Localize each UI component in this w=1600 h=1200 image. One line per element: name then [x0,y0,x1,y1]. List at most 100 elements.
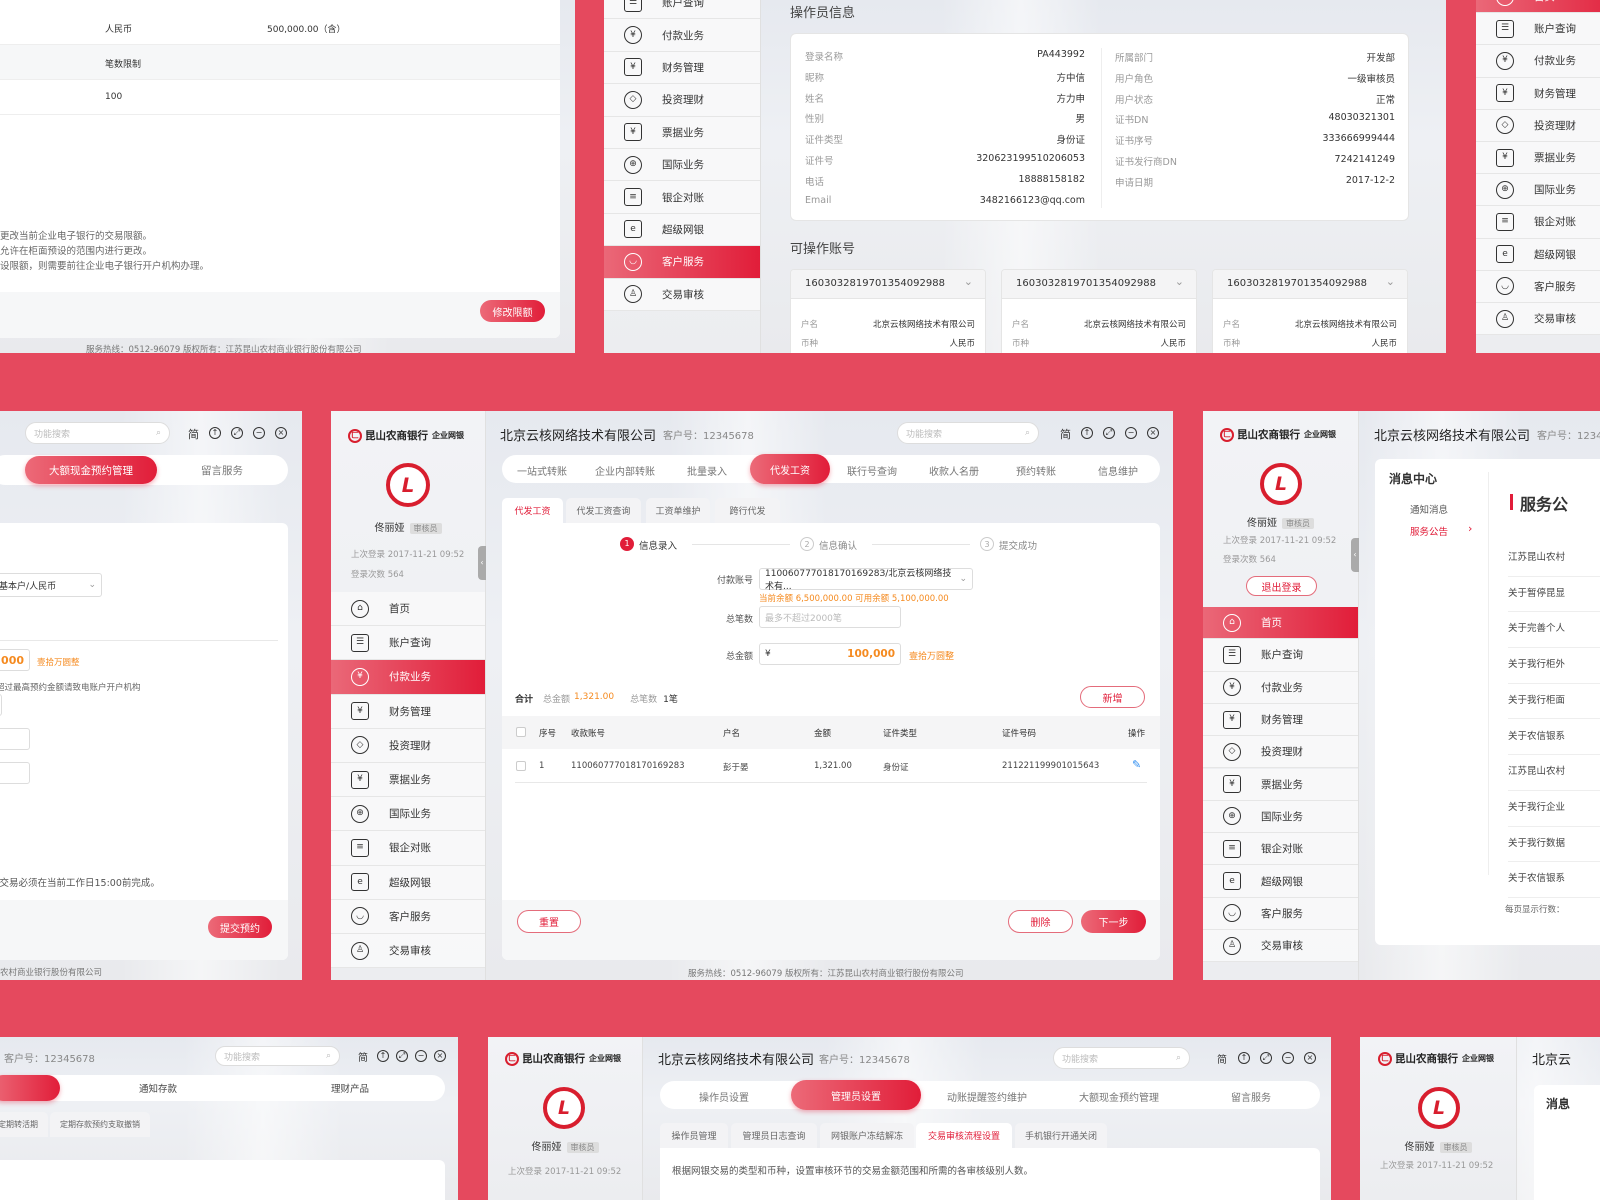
minimize-icon[interactable]: − [1125,427,1137,439]
minimize-icon[interactable]: − [415,1050,427,1062]
function-search-input[interactable]: 功能搜索 ⌕ [215,1046,340,1066]
sidebar-item[interactable]: ♙ 交易审核 [604,278,760,311]
sidebar-item[interactable]: ◡ 客户服务 [1476,270,1600,303]
sidebar-item[interactable]: ¥ 财务管理 [331,694,485,729]
subtab-3[interactable]: 交易审核流程设置 [916,1123,1012,1148]
sidebar-item[interactable]: ♙ 交易审核 [331,934,485,969]
sidebar-item[interactable]: ≡ 银企对账 [604,181,760,214]
function-search-input[interactable]: 功能搜索 ⌕ [25,422,170,444]
fullscreen-icon[interactable]: ⤢ [1260,1052,1272,1064]
function-search-input[interactable]: 功能搜索 ⌕ [1053,1047,1190,1069]
sidebar-item[interactable]: ◇ 投资理财 [604,84,760,117]
close-icon[interactable]: × [434,1050,446,1062]
sidebar-collapse-handle[interactable]: ‹ [1351,538,1359,572]
sidebar-item[interactable]: ◇ 投资理财 [1203,736,1358,769]
tab-active[interactable] [0,1075,60,1101]
contact-input[interactable] [0,728,30,750]
sidebar-item[interactable]: ¥ 票据业务 [331,763,485,798]
sidebar-item[interactable]: ⌂ 首页 [331,592,485,627]
upload-icon[interactable]: ↑ [1238,1052,1250,1064]
sidebar-item[interactable]: ☰ 账户查询 [1476,13,1600,46]
language-toggle[interactable]: 简 [358,1053,368,1064]
minimize-icon[interactable]: − [1282,1052,1294,1064]
subtab-1[interactable]: 管理员日志查询 [731,1123,817,1148]
sidebar-item[interactable]: ♙ 交易审核 [1203,930,1358,963]
function-search-input[interactable]: 功能搜索 ⌕ [897,422,1039,444]
sidebar-item[interactable]: ◡ 客户服务 [1203,897,1358,930]
amount-input[interactable]: ¥100,000 [759,643,901,665]
tab-4[interactable]: 联行号查询 [847,467,897,478]
edit-icon[interactable]: ✎ [1132,758,1142,771]
tab-0[interactable]: 一站式转账 [517,467,567,478]
notice-item[interactable]: 关于完善个人 [1508,612,1600,649]
close-icon[interactable]: × [275,427,287,439]
fullscreen-icon[interactable]: ⤢ [396,1050,408,1062]
notice-item[interactable]: 关于农信银系 [1508,720,1600,756]
sidebar-item[interactable]: ≡ 银企对账 [1203,833,1358,866]
account-dropdown[interactable]: 1603032819701354092988 ⌄ [791,270,985,299]
sidebar-item[interactable]: ◡ 客户服务 [604,246,760,279]
subtab-fixed-to-current[interactable]: 定期转活期 [0,1112,48,1137]
sidebar-collapse-handle[interactable]: ‹ [478,546,486,580]
amount-input[interactable]: ,000 [0,649,30,671]
minimize-icon[interactable]: − [253,427,265,439]
add-button[interactable]: 新增 [1080,686,1145,708]
tab-cash-reservation[interactable]: 大额现金预约管理 [25,456,157,484]
subtab-1[interactable]: 代发工资查询 [566,498,641,523]
tab-1[interactable]: 企业内部转账 [595,467,655,478]
language-toggle[interactable]: 简 [1060,428,1071,441]
notice-item[interactable]: 关于我行柜面 [1508,684,1600,720]
delete-button[interactable]: 删除 [1008,910,1073,933]
sidebar-item[interactable]: ¥ 财务管理 [1203,703,1358,737]
sidebar-item[interactable]: ☰ 账户查询 [604,0,760,20]
select-all-checkbox[interactable] [516,727,526,737]
subtab-0[interactable]: 操作员管理 [660,1123,728,1148]
account-dropdown[interactable]: 1603032819701354092988 ⌄ [1002,270,1196,299]
sidebar-item[interactable]: ¥ 票据业务 [1203,768,1358,801]
sidebar-item[interactable]: ◇ 投资理财 [1476,109,1600,142]
next-step-button[interactable]: 下一步 [1081,910,1146,933]
tab-message-service[interactable]: 留言服务 [201,465,243,477]
tab-notice-deposit[interactable]: 通知存款 [138,1084,178,1095]
tab-1[interactable]: 管理员设置 [791,1080,921,1110]
notice-item[interactable]: 关于我行柜外 [1508,648,1600,684]
account-dropdown[interactable]: 1603032819701354092988 ⌄ [1213,270,1407,299]
sidebar-item[interactable]: ⊕ 国际业务 [1203,800,1358,834]
phone-input[interactable] [0,762,30,784]
nav-service-announcements[interactable]: 服务公告 [1410,527,1449,538]
tab-2[interactable]: 批量录入 [687,467,727,478]
sidebar-item[interactable]: ¥ 付款业务 [1476,45,1600,78]
date-input[interactable] [0,694,2,716]
sidebar-item[interactable]: ¥ 财务管理 [604,51,760,85]
logout-button[interactable]: 退出登录 [1246,576,1317,596]
notice-item[interactable]: 关于我行数据 [1508,827,1600,863]
notice-item[interactable]: 关于我行企业 [1508,791,1600,827]
reset-button[interactable]: 重置 [517,910,581,933]
sidebar-item[interactable]: ◡ 客户服务 [331,899,485,934]
upload-icon[interactable]: ↑ [209,427,221,439]
sidebar-item[interactable]: ☰ 账户查询 [1203,639,1358,672]
sidebar-item[interactable]: ⊕ 国际业务 [604,149,760,182]
subtab-4[interactable]: 手机银行开通关闭 [1015,1123,1107,1148]
tab-4[interactable]: 留言服务 [1231,1093,1271,1104]
sidebar-item[interactable]: ⌂ 首页 [1476,0,1600,14]
sidebar-item[interactable]: ☰ 账户查询 [331,626,485,661]
sidebar-item[interactable]: e 超级网银 [1203,865,1358,898]
tab-3[interactable]: 代发工资 [750,454,830,484]
tab-5[interactable]: 收款人名册 [929,467,979,478]
sidebar-item[interactable]: ¥ 财务管理 [1476,77,1600,110]
upload-icon[interactable]: ↑ [377,1050,389,1062]
sidebar-item[interactable]: ⌂ 首页 [1203,607,1358,640]
language-toggle[interactable]: 简 [188,428,199,441]
modify-limit-button[interactable]: 修改限额 [480,300,545,322]
count-input[interactable]: 最多不超过2000笔 [759,606,901,628]
subtab-2[interactable]: 网银账户冻结解冻 [820,1123,914,1148]
fullscreen-icon[interactable]: ⤢ [1103,427,1115,439]
tab-3[interactable]: 大额现金预约管理 [1079,1093,1159,1104]
upload-icon[interactable]: ↑ [1081,427,1093,439]
row-checkbox[interactable] [516,761,526,771]
subtab-withdrawal-cancel[interactable]: 定期存款预约支取撤销 [50,1112,150,1137]
sidebar-item[interactable]: ◇ 投资理财 [331,728,485,763]
tab-7[interactable]: 信息维护 [1098,467,1138,478]
close-icon[interactable]: × [1304,1052,1316,1064]
